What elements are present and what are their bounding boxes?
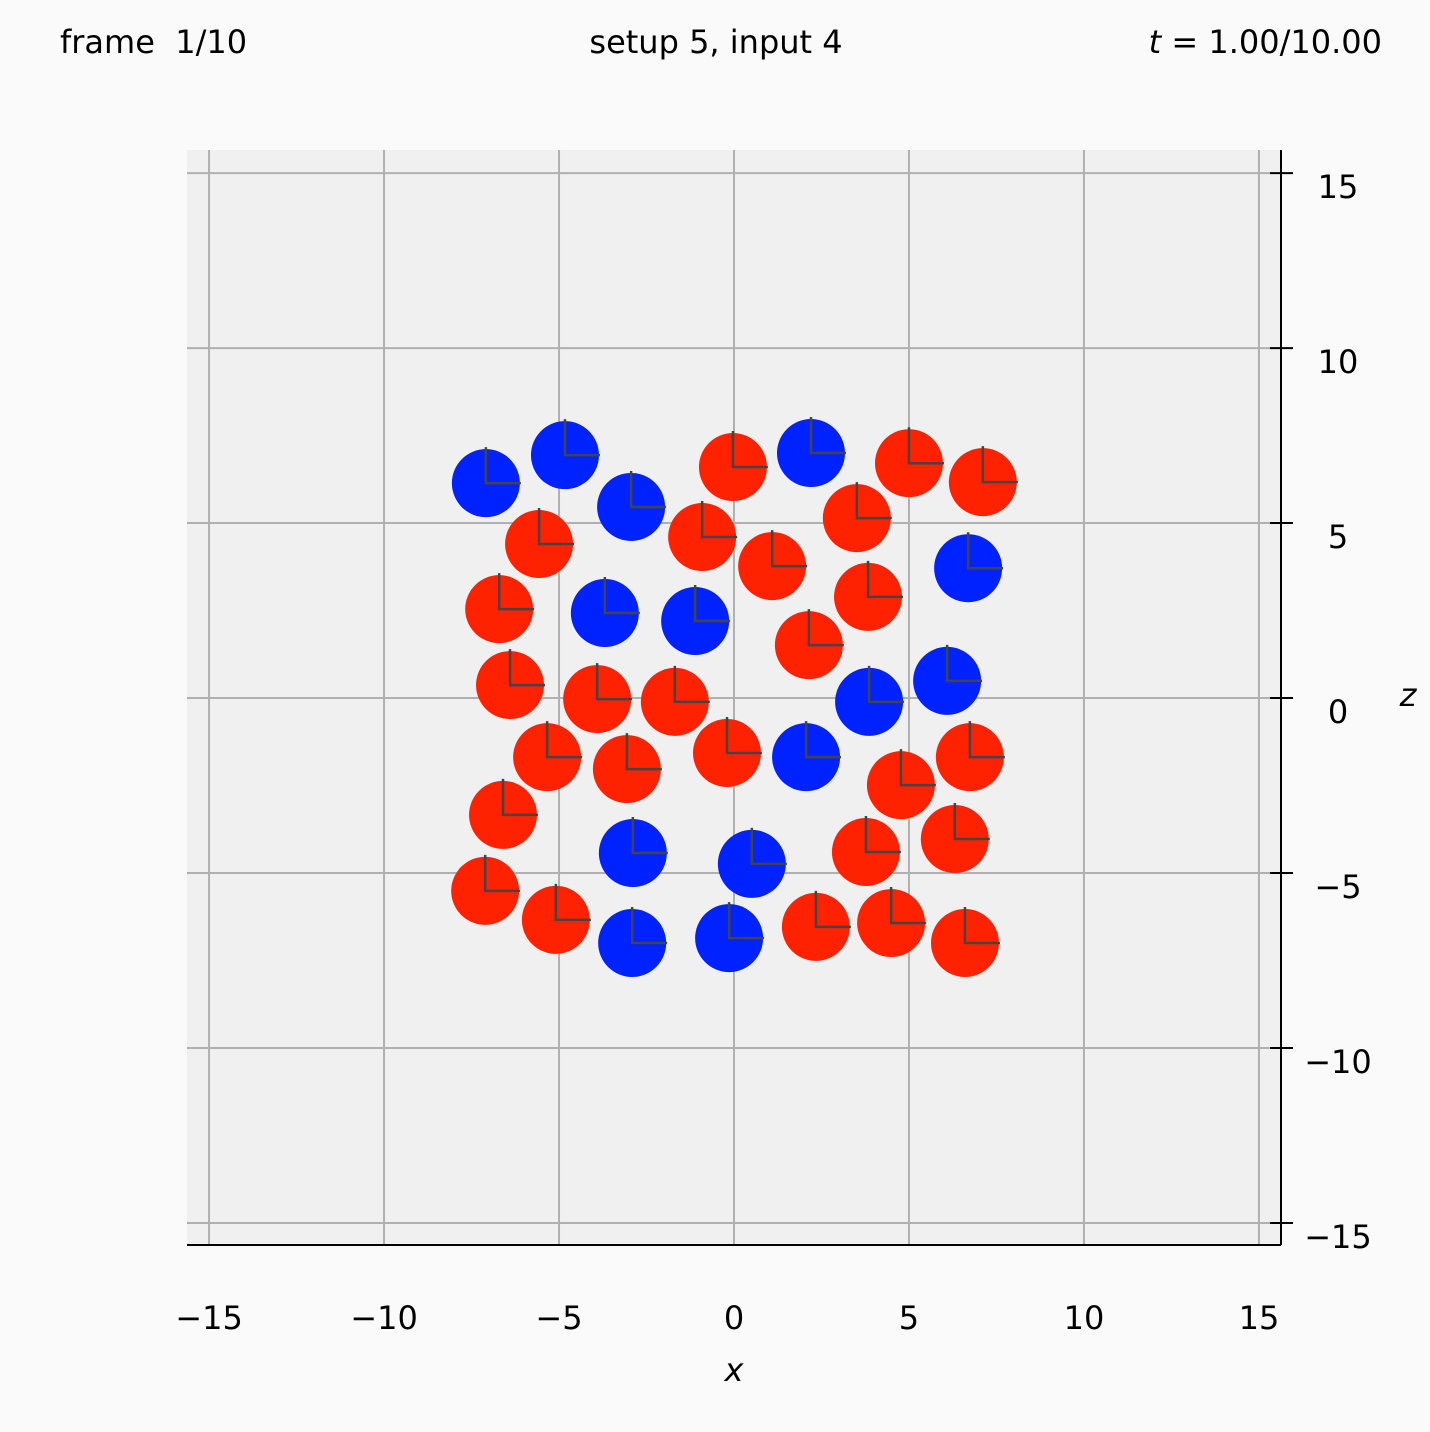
x-tick-label: −5	[535, 1299, 582, 1337]
orientation-axes	[727, 902, 765, 940]
orientation-axes	[953, 803, 990, 841]
orientation-axes	[725, 716, 763, 755]
orientation-axes	[750, 827, 787, 866]
orientation-axes	[731, 431, 768, 469]
orientation-axes	[966, 532, 1004, 570]
y-tick-label: 5	[1328, 518, 1348, 556]
orientation-axes	[700, 501, 738, 539]
frame-label: frame 1/10	[60, 23, 247, 61]
orientation-axes	[537, 508, 575, 546]
orientation-axes	[693, 585, 731, 623]
orientation-axes	[864, 816, 901, 854]
orientation-axes	[945, 644, 983, 683]
orientation-axes	[963, 906, 1000, 945]
orientation-axes	[968, 721, 1005, 759]
grid: −15 −10 −5 0 5 10 15 −15 −10 −5 0 5 10 15	[175, 150, 1372, 1337]
orientation-axes	[595, 663, 633, 701]
marks	[451, 417, 1018, 977]
orientation-axes	[889, 887, 927, 925]
orientation-axes	[867, 665, 905, 704]
y-tick-label: −15	[1304, 1218, 1372, 1256]
orientation-axes	[501, 778, 539, 817]
orientation-axes	[981, 446, 1018, 484]
time-label: t = 1.00/10.00	[1149, 23, 1382, 61]
orientation-axes	[807, 609, 844, 647]
orientation-axes	[804, 721, 842, 759]
x-axis-label: x	[724, 1351, 745, 1389]
orientation-axes	[629, 470, 667, 509]
x-tick-label: −15	[175, 1299, 243, 1337]
z-axis-label: z	[1399, 676, 1418, 714]
orientation-axes	[770, 530, 808, 568]
y-tick-label: −10	[1304, 1043, 1372, 1081]
x-tick-label: 15	[1239, 1299, 1280, 1337]
orientation-axes	[673, 665, 710, 704]
orientation-axes	[866, 560, 904, 599]
orientation-axes	[625, 733, 662, 771]
setup-label: setup 5, input 4	[589, 23, 842, 61]
orientation-axes	[907, 427, 944, 465]
orientation-axes	[484, 447, 521, 485]
y-tick-label: 15	[1318, 168, 1359, 206]
y-tick-label: −5	[1314, 868, 1361, 906]
orientation-axes	[554, 883, 591, 922]
orientation-axes	[563, 419, 600, 457]
orientation-axes	[630, 906, 668, 945]
orientation-axes	[899, 749, 936, 787]
x-tick-label: −10	[350, 1299, 418, 1337]
orientation-axes	[508, 649, 546, 687]
orientation-axes	[631, 817, 668, 855]
x-tick-label: 10	[1064, 1299, 1105, 1337]
orientation-axes	[545, 721, 583, 759]
x-tick-label: 5	[899, 1299, 919, 1337]
orientation-axes	[814, 890, 851, 929]
orientation-axes	[855, 482, 892, 520]
y-tick-label: 10	[1318, 343, 1359, 381]
x-tick-label: 0	[724, 1299, 744, 1337]
orientation-axes	[809, 417, 846, 455]
orientation-axes	[483, 854, 521, 893]
y-tick-label: 0	[1328, 693, 1348, 731]
time-text: = 1.00/10.00	[1161, 23, 1382, 61]
orientation-axes	[497, 573, 535, 611]
orientation-axes	[603, 576, 640, 615]
time-symbol: t	[1149, 23, 1163, 61]
